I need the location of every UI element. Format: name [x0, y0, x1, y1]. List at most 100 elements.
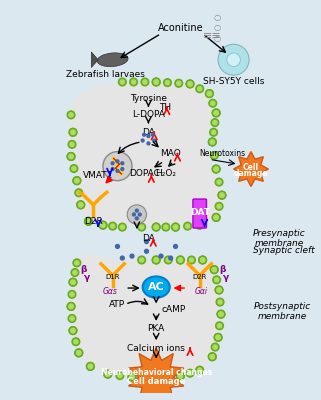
Circle shape — [215, 286, 223, 294]
Circle shape — [217, 288, 221, 292]
Circle shape — [154, 375, 158, 379]
Circle shape — [138, 256, 145, 264]
Circle shape — [70, 292, 74, 296]
Circle shape — [85, 218, 92, 225]
Text: β: β — [219, 265, 225, 274]
Circle shape — [77, 351, 81, 355]
Circle shape — [219, 312, 223, 316]
Circle shape — [227, 53, 240, 66]
Circle shape — [218, 44, 249, 75]
Circle shape — [162, 223, 170, 231]
Circle shape — [196, 221, 204, 229]
Circle shape — [188, 82, 192, 86]
Circle shape — [178, 258, 183, 262]
Circle shape — [133, 213, 135, 216]
Circle shape — [173, 225, 178, 229]
Circle shape — [219, 312, 223, 316]
Circle shape — [79, 203, 83, 207]
Text: ≡≡: ≡≡ — [203, 30, 222, 40]
Circle shape — [196, 221, 204, 229]
Circle shape — [189, 258, 194, 262]
Circle shape — [210, 140, 214, 144]
Circle shape — [214, 215, 218, 220]
Circle shape — [88, 364, 92, 368]
Circle shape — [212, 109, 220, 117]
Circle shape — [198, 87, 202, 91]
Circle shape — [212, 165, 220, 173]
Circle shape — [87, 362, 94, 370]
Circle shape — [187, 256, 195, 264]
Circle shape — [116, 372, 124, 380]
Circle shape — [214, 215, 218, 220]
Circle shape — [186, 80, 194, 88]
Circle shape — [71, 328, 75, 333]
Circle shape — [213, 276, 221, 284]
Circle shape — [77, 191, 81, 195]
Text: D1R: D1R — [105, 274, 120, 280]
Circle shape — [141, 78, 149, 86]
Circle shape — [67, 302, 75, 310]
Circle shape — [216, 335, 220, 340]
Text: Postsynaptic
membrane: Postsynaptic membrane — [253, 302, 310, 321]
Circle shape — [87, 362, 94, 370]
Polygon shape — [234, 152, 268, 186]
Text: TH: TH — [159, 103, 171, 112]
Text: H₂O₂: H₂O₂ — [155, 169, 176, 178]
Circle shape — [169, 256, 173, 260]
Circle shape — [111, 168, 114, 170]
Text: Aconitine: Aconitine — [158, 23, 203, 33]
Circle shape — [69, 304, 73, 308]
Circle shape — [69, 327, 77, 334]
Circle shape — [211, 343, 219, 351]
Circle shape — [188, 82, 192, 86]
Circle shape — [154, 80, 158, 84]
Text: AC: AC — [148, 282, 165, 292]
Circle shape — [154, 80, 158, 84]
Circle shape — [217, 180, 221, 184]
Circle shape — [178, 374, 183, 378]
Circle shape — [109, 222, 117, 230]
Circle shape — [201, 258, 205, 262]
Circle shape — [210, 140, 214, 144]
Circle shape — [69, 128, 77, 136]
Circle shape — [71, 328, 75, 333]
Circle shape — [166, 374, 170, 379]
Circle shape — [154, 258, 158, 262]
Circle shape — [186, 224, 190, 228]
Text: Gαi: Gαi — [195, 288, 208, 296]
Circle shape — [218, 191, 226, 199]
Circle shape — [75, 349, 82, 357]
Circle shape — [152, 78, 160, 86]
Circle shape — [175, 79, 183, 87]
Circle shape — [217, 324, 222, 328]
Circle shape — [130, 254, 134, 258]
Circle shape — [152, 373, 160, 381]
Circle shape — [67, 302, 75, 310]
Circle shape — [85, 218, 92, 225]
Circle shape — [77, 351, 81, 355]
Circle shape — [138, 213, 141, 216]
Circle shape — [172, 223, 179, 231]
Text: D2R: D2R — [193, 274, 207, 280]
Circle shape — [177, 81, 181, 85]
Circle shape — [215, 202, 223, 210]
Circle shape — [69, 278, 77, 286]
Circle shape — [68, 315, 76, 322]
Circle shape — [213, 345, 217, 349]
Circle shape — [71, 280, 75, 284]
Circle shape — [210, 152, 218, 159]
Circle shape — [207, 92, 212, 96]
Circle shape — [75, 178, 79, 183]
Circle shape — [127, 205, 146, 224]
Circle shape — [178, 374, 183, 378]
Circle shape — [216, 335, 220, 340]
Circle shape — [67, 111, 75, 119]
Circle shape — [144, 249, 148, 253]
Circle shape — [152, 223, 160, 231]
Text: DA: DA — [142, 128, 155, 137]
Circle shape — [186, 369, 194, 377]
Circle shape — [104, 370, 112, 378]
Circle shape — [205, 90, 213, 98]
Circle shape — [214, 111, 218, 115]
Circle shape — [67, 152, 75, 160]
